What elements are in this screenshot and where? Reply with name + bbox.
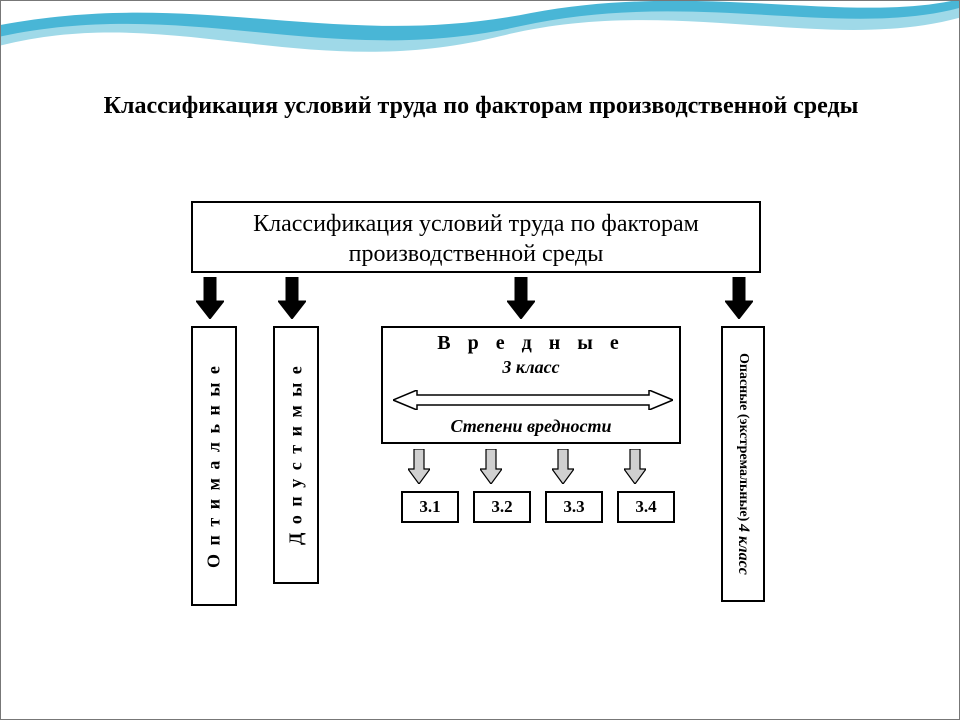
- arrow-down-icon: [725, 277, 753, 319]
- arrow-down-icon: [196, 277, 224, 319]
- arrow-down-small-icon: [480, 449, 502, 484]
- root-box-text: Классификация условий труда по факторам …: [253, 211, 699, 267]
- dangerous-class: 4 класс: [734, 524, 752, 575]
- harmful-class: 3 класс: [383, 357, 679, 378]
- dangerous-label: Опасные (экстремальные): [735, 353, 751, 521]
- column-acceptable: Д о п у с т и м ы е: [273, 326, 319, 584]
- wave-decoration: [0, 0, 960, 81]
- arrow-down-small-icon: [408, 449, 430, 484]
- column-optimal: О п т и м а л ь н ы е: [191, 326, 237, 606]
- arrow-down-icon: [278, 277, 306, 319]
- degree-box: 3.4: [617, 491, 675, 523]
- double-arrow-icon: [393, 390, 673, 410]
- arrow-down-icon: [507, 277, 535, 319]
- column-harmful: В р е д н ы е 3 класс Степени вредности: [381, 326, 681, 444]
- harmful-subtitle: Степени вредности: [383, 416, 679, 437]
- arrow-down-small-icon: [624, 449, 646, 484]
- slide: Классификация условий труда по факторам …: [0, 0, 960, 720]
- slide-title: Классификация условий труда по факторам …: [1, 91, 960, 121]
- root-box: Классификация условий труда по факторам …: [191, 201, 761, 273]
- column-acceptable-label: Д о п у с т и м ы е: [275, 328, 317, 582]
- degree-box: 3.1: [401, 491, 459, 523]
- arrow-down-small-icon: [552, 449, 574, 484]
- column-dangerous: Опасные (экстремальные) 4 класс: [721, 326, 765, 602]
- degree-box: 3.3: [545, 491, 603, 523]
- degree-box: 3.2: [473, 491, 531, 523]
- column-optimal-label: О п т и м а л ь н ы е: [193, 328, 235, 604]
- harmful-title: В р е д н ы е: [383, 328, 679, 355]
